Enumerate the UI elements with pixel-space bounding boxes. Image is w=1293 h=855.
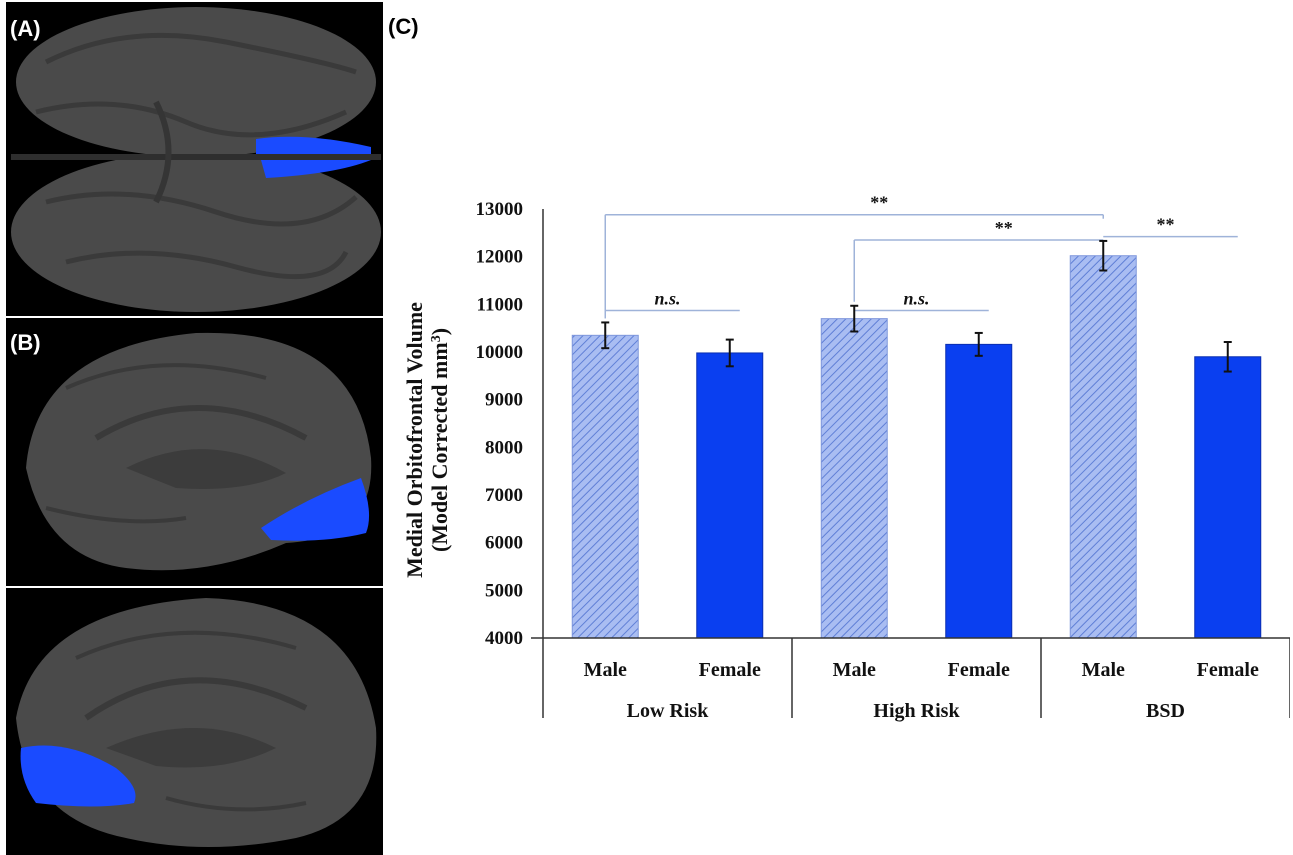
bar-male xyxy=(1069,255,1137,639)
x-group-label: Low Risk xyxy=(627,700,710,722)
y-tick-label: 13000 xyxy=(476,199,524,220)
y-tick-label: 5000 xyxy=(485,580,523,601)
panel-c-label: (C) xyxy=(388,14,419,39)
y-tick-label: 4000 xyxy=(485,628,523,649)
x-category-label: Female xyxy=(1197,659,1259,681)
panel-b-medial-view: (B) xyxy=(6,318,383,586)
y-tick-label: 6000 xyxy=(485,533,523,554)
y-tick-label: 7000 xyxy=(485,485,523,506)
x-category-label: Female xyxy=(699,659,761,681)
y-tick-label: 10000 xyxy=(476,342,524,363)
x-category-label: Female xyxy=(948,659,1010,681)
mofc-volume-bar-chart: 4000 5000 6000 7000 8000 9000 10000 11000 12000 1… xyxy=(402,193,1290,722)
bar-female xyxy=(1194,356,1262,639)
y-tick-label: 9000 xyxy=(485,390,523,411)
panel-b-medial-view-left xyxy=(6,588,383,855)
significance-label: ** xyxy=(870,193,888,213)
error-bars xyxy=(601,239,1232,373)
y-axis-title-line1: Medial Orbitofrontal Volume xyxy=(402,302,427,578)
x-category-label: Male xyxy=(584,659,627,681)
x-category-label: Male xyxy=(833,659,876,681)
x-group-label: High Risk xyxy=(873,700,960,722)
left-mofc-highlight xyxy=(256,136,371,154)
y-tick-label: 12000 xyxy=(476,247,524,268)
bar-female xyxy=(945,343,1013,639)
midline-shape xyxy=(11,154,381,160)
ventral-brain-image xyxy=(11,7,381,312)
y-axis-tick-labels: 4000 5000 6000 7000 8000 9000 10000 11000 12000 1… xyxy=(476,199,524,649)
significance-label: ** xyxy=(1157,215,1175,235)
significance-label: ** xyxy=(995,218,1013,238)
bar-male xyxy=(820,318,888,639)
left-hemisphere-shape xyxy=(16,7,376,157)
mofc-highlight xyxy=(261,478,370,541)
panel-a-ventral-view: (A) xyxy=(6,2,383,316)
significance-label: n.s. xyxy=(654,289,680,309)
panel-b-label: (B) xyxy=(10,330,41,355)
significance-label: n.s. xyxy=(903,289,929,309)
right-mofc-highlight xyxy=(261,160,371,178)
right-hemisphere-shape xyxy=(11,152,381,312)
hemisphere-shape xyxy=(16,598,377,847)
y-axis-label: Medial Orbitofrontal Volume (Model Corre… xyxy=(402,302,452,578)
x-axis-labels: Male Female Male Female Male Female Low Risk Hi… xyxy=(584,659,1259,722)
panel-a-label: (A) xyxy=(10,16,41,41)
bar-female xyxy=(696,352,764,639)
significance-brackets: ** ** ** n.s. n.s. xyxy=(604,193,1238,319)
x-group-label: BSD xyxy=(1146,700,1185,722)
mofc-highlight xyxy=(20,745,136,807)
bar-male xyxy=(571,334,639,639)
y-tick-label: 11000 xyxy=(477,294,523,315)
axes xyxy=(531,209,1290,718)
medial-brain-image-left xyxy=(16,598,377,847)
y-tick-label: 8000 xyxy=(485,437,523,458)
x-category-label: Male xyxy=(1082,659,1125,681)
y-axis-title-line2: (Model Corrected mm3) xyxy=(427,328,452,552)
medial-brain-image-right xyxy=(26,332,372,571)
bars xyxy=(571,255,1262,639)
